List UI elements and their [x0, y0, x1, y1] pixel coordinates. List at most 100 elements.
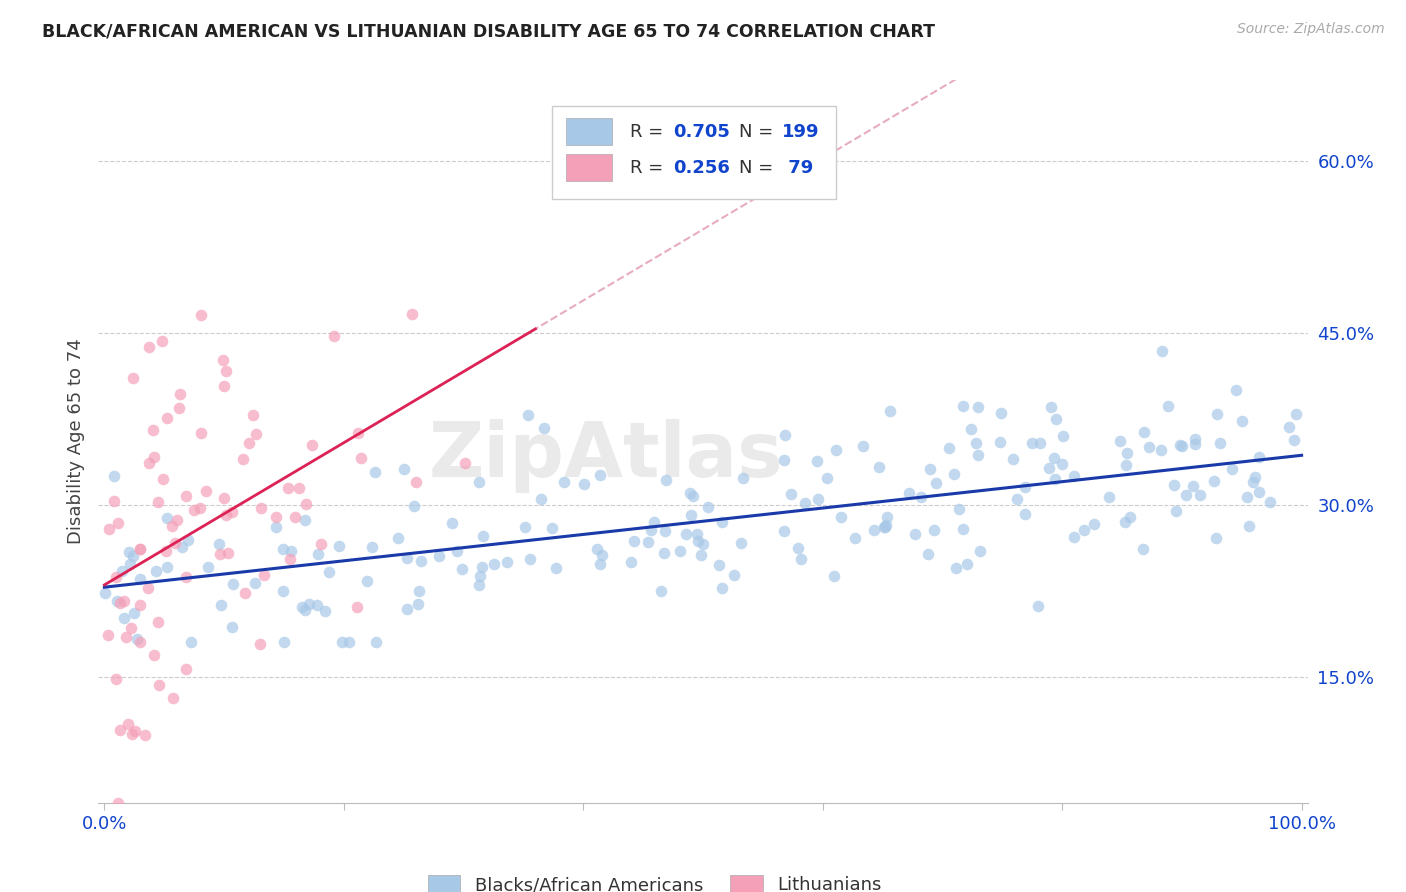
Point: [876, 510, 898, 524]
Point: [253, 568, 276, 582]
Point: [273, 584, 295, 599]
Point: [138, 581, 160, 595]
Point: [322, 329, 344, 343]
Point: [1050, 457, 1073, 471]
Point: [1258, 495, 1281, 509]
Point: [1029, 436, 1052, 450]
Text: R =: R =: [630, 159, 669, 177]
Point: [938, 441, 960, 455]
Point: [1157, 400, 1180, 414]
Point: [103, 469, 125, 483]
Point: [294, 603, 316, 617]
Point: [446, 544, 468, 558]
Point: [283, 509, 305, 524]
Point: [1052, 429, 1074, 443]
Point: [1115, 458, 1137, 472]
Point: [623, 533, 645, 548]
Point: [875, 520, 897, 534]
Point: [451, 562, 474, 576]
Point: [1209, 435, 1232, 450]
Point: [356, 574, 378, 588]
Point: [122, 606, 145, 620]
Text: N =: N =: [740, 122, 779, 141]
Point: [1063, 529, 1085, 543]
Point: [472, 528, 495, 542]
Point: [1109, 434, 1132, 449]
Point: [208, 536, 231, 550]
Point: [97, 522, 120, 536]
Text: 0.256: 0.256: [672, 159, 730, 177]
Point: [454, 456, 477, 470]
Text: R =: R =: [630, 122, 669, 141]
Point: [209, 598, 232, 612]
Point: [1132, 425, 1154, 440]
Point: [97, 627, 120, 641]
Point: [1098, 490, 1121, 504]
Point: [93, 586, 115, 600]
Point: [690, 548, 713, 562]
Point: [990, 407, 1012, 421]
Point: [1132, 541, 1154, 556]
Point: [232, 452, 254, 467]
Point: [655, 473, 678, 487]
Point: [620, 555, 643, 569]
Point: [650, 584, 672, 599]
Point: [280, 552, 302, 566]
Point: [103, 494, 125, 508]
Point: [868, 460, 890, 475]
Point: [318, 566, 340, 580]
Point: [221, 620, 243, 634]
Point: [1241, 475, 1264, 490]
Point: [696, 500, 718, 514]
Point: [643, 515, 665, 529]
Point: [710, 581, 733, 595]
Point: [1188, 488, 1211, 502]
Point: [640, 523, 662, 537]
Point: [129, 634, 152, 648]
Point: [112, 593, 135, 607]
Point: [121, 549, 143, 564]
Point: [183, 503, 205, 517]
Point: [233, 586, 256, 600]
Point: [1038, 460, 1060, 475]
Point: [129, 572, 152, 586]
Point: [298, 597, 321, 611]
Point: [111, 564, 134, 578]
Point: [169, 386, 191, 401]
Point: [823, 569, 845, 583]
Point: [1114, 515, 1136, 529]
Point: [120, 621, 142, 635]
FancyBboxPatch shape: [567, 154, 613, 181]
Point: [844, 531, 866, 545]
Point: [824, 442, 846, 457]
Point: [337, 635, 360, 649]
Point: [180, 635, 202, 649]
Point: [1164, 504, 1187, 518]
Point: [146, 615, 169, 630]
Point: [1202, 474, 1225, 488]
Point: [707, 558, 730, 573]
Point: [1244, 470, 1267, 484]
Point: [142, 423, 165, 437]
Point: [1184, 432, 1206, 446]
Point: [190, 308, 212, 322]
Point: [364, 635, 387, 649]
Point: [294, 513, 316, 527]
Point: [117, 717, 139, 731]
Point: [637, 535, 659, 549]
Point: [807, 491, 830, 506]
Point: [789, 552, 811, 566]
Point: [879, 404, 901, 418]
Point: [145, 565, 167, 579]
Point: [533, 420, 555, 434]
Point: [948, 502, 970, 516]
Point: [138, 456, 160, 470]
Y-axis label: Disability Age 65 to 74: Disability Age 65 to 74: [66, 339, 84, 544]
Point: [280, 544, 302, 558]
Point: [174, 662, 197, 676]
Point: [125, 632, 148, 647]
Point: [264, 510, 287, 524]
Point: [387, 531, 409, 545]
Point: [773, 427, 796, 442]
Point: [917, 547, 939, 561]
